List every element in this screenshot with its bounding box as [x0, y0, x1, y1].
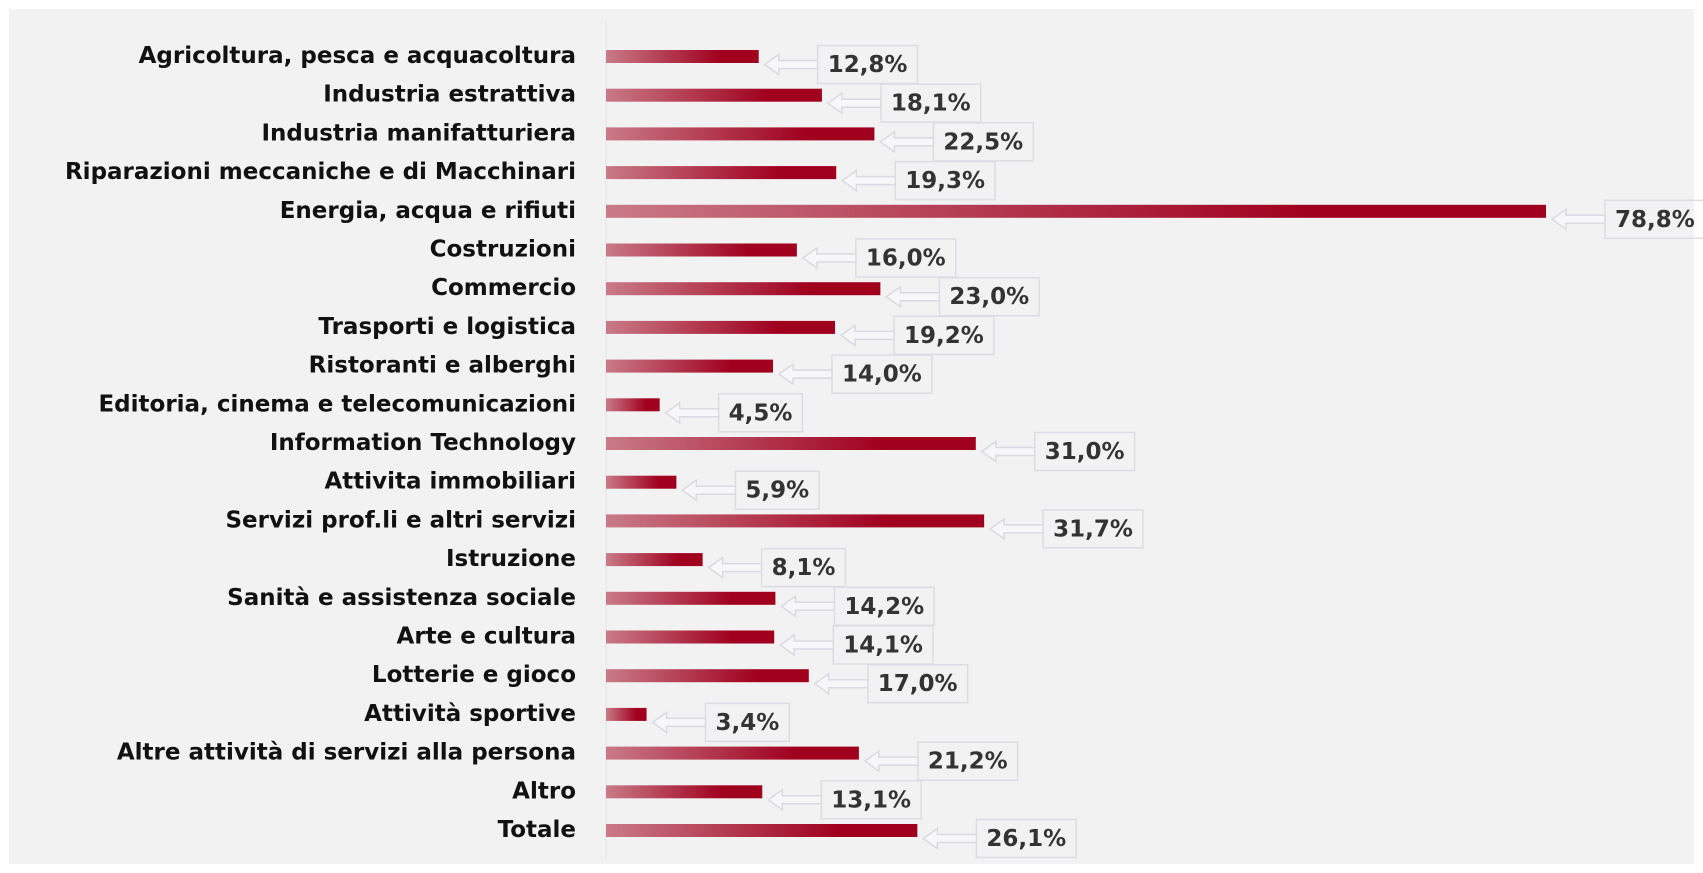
category-label: Arte e cultura [397, 624, 576, 650]
value-label-box [760, 547, 847, 588]
category-label: Information Technology [270, 430, 576, 456]
category-label: Editoria, cinema e telecomunicazioni [98, 391, 576, 417]
value-label: 14,0% [842, 362, 922, 388]
bar [606, 50, 759, 63]
category-label: Servizi prof.li e altri servizi [225, 507, 576, 533]
bar [606, 824, 918, 837]
category-label: Agricoltura, pesca e acquacoltura [139, 43, 576, 69]
category-label: Commercio [431, 275, 576, 301]
bar [606, 785, 763, 799]
category-label: Industria manifatturiera [261, 120, 576, 146]
bar [606, 398, 660, 412]
category-label: Attivita immobiliari [324, 469, 576, 495]
value-label: 3,4% [716, 710, 780, 736]
value-label-box [867, 663, 969, 704]
value-label-box [893, 315, 995, 356]
value-label-box [880, 83, 982, 123]
value-label-box [704, 702, 791, 743]
bar [606, 591, 776, 605]
bar [606, 166, 837, 180]
value-label: 16,0% [866, 246, 946, 272]
category-label: Lotterie e gioco [372, 662, 576, 688]
value-label: 78,8% [1615, 207, 1695, 233]
value-label-box [894, 160, 996, 201]
value-label-box [831, 354, 933, 394]
value-label: 31,7% [1053, 516, 1133, 542]
category-label: Totale [498, 817, 576, 843]
value-label-box [1604, 199, 1703, 240]
category-label: Istruzione [446, 546, 576, 572]
bar [606, 320, 836, 334]
bar [606, 437, 976, 450]
category-label: Attività sportive [364, 701, 576, 727]
value-label-box [820, 780, 922, 820]
value-label-box [1042, 509, 1144, 549]
value-label-box [917, 741, 1019, 781]
value-label: 13,1% [831, 787, 911, 813]
value-label-box [717, 393, 804, 433]
category-label: Costruzioni [430, 237, 576, 263]
value-label: 12,8% [828, 52, 908, 78]
value-label-box [734, 470, 820, 510]
value-label: 22,5% [943, 129, 1023, 155]
value-label: 19,3% [905, 168, 985, 194]
category-label: Sanità e assistenza sociale [227, 585, 576, 611]
value-label-box [1034, 431, 1136, 472]
value-label: 21,2% [928, 749, 1008, 775]
bar [606, 243, 797, 257]
category-label: Industria estrattiva [323, 82, 576, 108]
value-label: 5,9% [745, 478, 809, 504]
bar [606, 88, 822, 102]
value-label-box [975, 818, 1077, 859]
value-label: 26,1% [986, 826, 1066, 852]
value-label: 23,0% [949, 284, 1029, 310]
category-label: Riparazioni meccaniche e di Macchinari [65, 159, 576, 185]
value-label: 19,2% [904, 323, 984, 349]
bar [606, 359, 774, 373]
value-label-box [855, 238, 957, 278]
value-label: 17,0% [878, 671, 958, 697]
bar [606, 746, 859, 760]
value-label-box [816, 44, 919, 85]
value-label: 31,0% [1045, 439, 1125, 465]
bar [606, 553, 703, 567]
value-label: 4,5% [729, 400, 793, 426]
value-label: 8,1% [772, 555, 836, 581]
value-label: 14,2% [844, 594, 924, 620]
bar [606, 514, 985, 528]
category-label: Trasporti e logistica [318, 314, 576, 340]
category-label: Energia, acqua e rifiuti [280, 198, 576, 224]
category-label: Altro [512, 778, 576, 804]
category-label: Altre attività di servizi alla persona [117, 740, 576, 766]
category-label: Ristoranti e alberghi [309, 353, 576, 379]
bar [606, 204, 1546, 218]
plot-background [9, 9, 1694, 864]
bar [606, 669, 809, 683]
bar [606, 127, 875, 141]
bar [606, 475, 677, 489]
bar [606, 707, 647, 721]
bar [606, 282, 881, 296]
bar [606, 630, 775, 644]
value-label: 14,1% [843, 633, 923, 659]
value-label: 18,1% [891, 91, 971, 117]
